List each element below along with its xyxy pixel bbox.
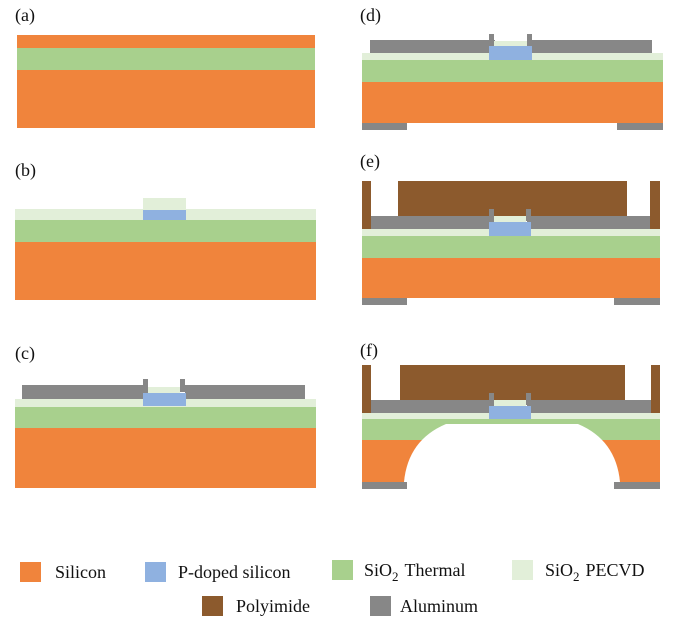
legend-subscript: 2 xyxy=(573,569,580,584)
panel-d xyxy=(362,34,663,130)
panel-label: (b) xyxy=(15,160,36,181)
panel-b xyxy=(15,198,316,300)
panel-f xyxy=(362,365,660,489)
legend-swatch xyxy=(202,596,223,616)
panel-label: (e) xyxy=(360,151,380,172)
legend-suffix: PECVD xyxy=(586,560,645,580)
legend-label: Silicon xyxy=(55,562,106,582)
legend-text: SiO xyxy=(545,560,573,580)
legend-label: SiO2 Thermal xyxy=(364,560,466,584)
legend-swatch xyxy=(332,560,353,580)
panel-label: (d) xyxy=(360,5,381,26)
legend-swatch xyxy=(512,560,533,580)
panel-c xyxy=(15,379,316,488)
legend-label: Polyimide xyxy=(236,596,310,616)
legend-suffix: Thermal xyxy=(405,560,466,580)
panel-a xyxy=(17,35,315,128)
legend-swatch xyxy=(370,596,391,616)
panel-label: (a) xyxy=(15,5,35,26)
legend-text: SiO xyxy=(364,560,392,580)
legend-label: P-doped silicon xyxy=(178,562,291,582)
legend-swatch xyxy=(20,562,41,582)
diagram: (a) (b) (c) (d) (e) (f) xyxy=(0,0,674,620)
panel-label: (f) xyxy=(360,340,378,361)
panel-label: (c) xyxy=(15,343,35,364)
legend-label: SiO2 PECVD xyxy=(545,560,645,584)
legend-swatch xyxy=(145,562,166,582)
panel-e xyxy=(362,181,660,305)
legend-label: Aluminum xyxy=(400,596,478,616)
legend-subscript: 2 xyxy=(392,569,399,584)
